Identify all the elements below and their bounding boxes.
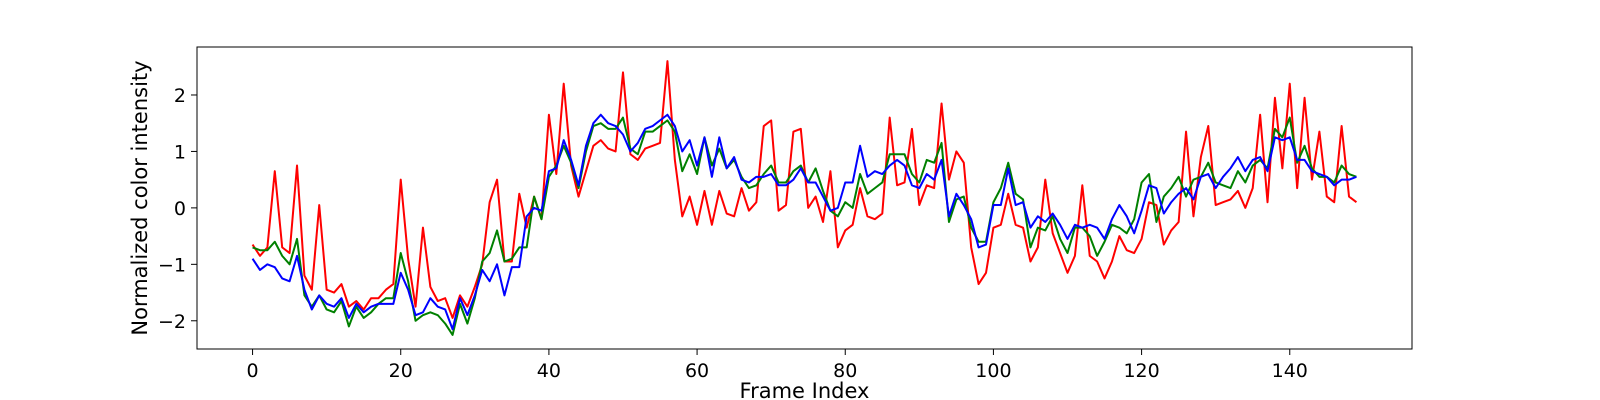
x-tick-label: 40 (537, 360, 561, 382)
x-tick-label: 140 (1272, 360, 1308, 382)
y-axis: −2 −1 0 1 2 (158, 85, 197, 333)
series-layer (251, 60, 1358, 336)
y-tick-label: −1 (158, 254, 186, 276)
x-tick-label: 80 (833, 360, 857, 382)
series-line-red (251, 60, 1358, 319)
x-tick-label: 60 (685, 360, 709, 382)
plot-frame (196, 46, 1413, 350)
y-tick-label: −2 (158, 311, 186, 333)
x-tick-label: 0 (247, 360, 259, 382)
x-axis-title: Frame Index (740, 379, 870, 400)
y-tick-label: 0 (174, 198, 186, 220)
y-axis-title: Normalized color intensity (128, 60, 152, 335)
series-line-green (252, 116, 1357, 336)
x-tick-label: 120 (1123, 360, 1159, 382)
y-tick-label: 2 (174, 85, 186, 107)
series-line-blue (251, 113, 1357, 331)
y-tick-label: 1 (174, 141, 186, 163)
x-tick-label: 100 (975, 360, 1011, 382)
x-axis: 0 20 40 60 80 100 120 140 (247, 349, 1308, 382)
x-tick-label: 20 (389, 360, 413, 382)
